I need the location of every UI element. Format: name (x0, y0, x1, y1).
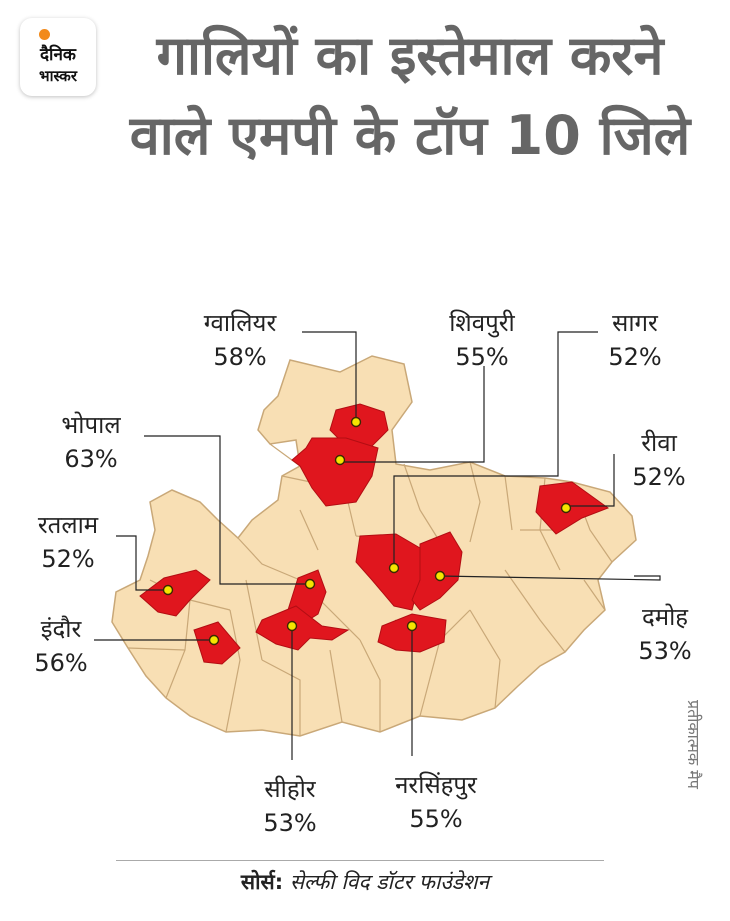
label-shivpuri: शिवपुरी 55% (422, 306, 542, 374)
district-name: दमोह (641, 603, 689, 631)
marker-rewa (560, 502, 572, 514)
district-value: 53% (638, 637, 692, 665)
district-shape-ratlam (139, 569, 211, 617)
source-text: सेल्फी विद डॉटर फाउंडेशन (289, 870, 490, 894)
leader-sagar (393, 331, 598, 568)
divider (116, 860, 604, 861)
district-shape-shivpuri (291, 437, 379, 507)
district-value: 58% (213, 343, 267, 371)
symbolic-map-note: प्रतीकात्मक मैप (684, 700, 703, 789)
marker-gwalior (350, 416, 362, 428)
district-value: 52% (41, 545, 95, 573)
leader-gwalior (302, 331, 357, 422)
source-label: सोर्स: (240, 870, 284, 894)
label-damoh: दमोह 53% (620, 600, 710, 668)
marker-shivpuri (334, 454, 346, 466)
label-bhopal: भोपाल 63% (36, 408, 146, 476)
district-value: 55% (455, 343, 509, 371)
district-name: शिवपुरी (449, 309, 515, 337)
district-value: 53% (263, 809, 317, 837)
label-sagar: सागर 52% (590, 306, 680, 374)
district-value: 56% (34, 649, 88, 677)
label-rewa: रीवा 52% (614, 426, 704, 494)
leader-shivpuri (340, 366, 485, 463)
label-sehore: सीहोर 53% (230, 772, 350, 840)
district-shape-sagar (355, 533, 421, 611)
label-ratlam: रतलाम 52% (16, 508, 120, 576)
district-shape-sehore (255, 605, 350, 651)
logo-dot-icon (39, 29, 50, 40)
source-line: सोर्स: सेल्फी विद डॉटर फाउंडेशन (0, 868, 730, 896)
district-value: 52% (608, 343, 662, 371)
dainik-bhaskar-logo: दैनिक भास्कर (20, 18, 96, 96)
district-name: भोपाल (61, 411, 121, 439)
marker-ratlam (162, 584, 174, 596)
highlighted-districts (139, 403, 610, 665)
marker-sagar (388, 562, 400, 574)
label-gwalior: ग्वालियर 58% (180, 306, 300, 374)
district-map: ग्वालियर 58% शिवपुरी 55% सागर 52% भोपाल … (0, 280, 730, 860)
marker-damoh (434, 570, 446, 582)
district-value: 63% (64, 445, 118, 473)
leader-damoh (439, 575, 661, 581)
marker-narsinghpur (406, 620, 418, 632)
leader-ratlam (116, 535, 168, 591)
marker-indore (208, 634, 220, 646)
logo-line-1: दैनिक (40, 45, 76, 65)
district-name: रतलाम (37, 511, 99, 539)
district-name: ग्वालियर (203, 309, 277, 337)
district-name: इंदौर (40, 615, 82, 643)
marker-bhopal (304, 578, 316, 590)
district-borders (127, 443, 613, 736)
label-narsinghpur: नरसिंहपुर 55% (356, 768, 516, 836)
district-name: नरसिंहपुर (395, 771, 477, 799)
district-value: 52% (632, 463, 686, 491)
page-title: गालियों का इस्तेमाल करने वाले एमपी के टॉ… (129, 24, 691, 167)
district-markers (162, 416, 572, 646)
district-value: 55% (409, 805, 463, 833)
district-name: रीवा (641, 429, 677, 457)
leader-bhopal (144, 435, 310, 585)
label-indore: इंदौर 56% (14, 612, 108, 680)
district-shape-damoh (411, 531, 463, 611)
district-shape-rewa (535, 481, 610, 535)
district-name: सीहोर (264, 775, 316, 803)
marker-sehore (286, 620, 298, 632)
map-svg (94, 331, 661, 760)
logo-line-2: भास्कर (39, 67, 77, 85)
leader-lines (94, 331, 661, 760)
district-name: सागर (612, 309, 658, 337)
leader-rewa (566, 454, 615, 507)
